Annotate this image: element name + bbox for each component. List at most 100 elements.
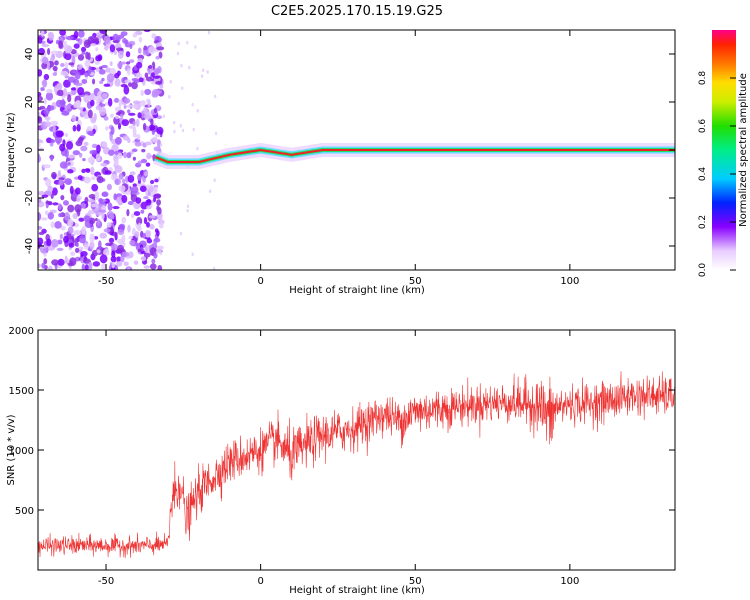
noise-blob	[88, 93, 96, 102]
noise-blob	[58, 179, 64, 186]
noise-blob	[101, 77, 105, 82]
noise-blob	[156, 46, 165, 51]
noise-blob	[58, 203, 62, 211]
noise-blob	[82, 157, 86, 162]
noise-blob	[144, 72, 149, 79]
noise-blob	[120, 254, 125, 263]
noise-blob	[64, 255, 68, 264]
noise-blob	[146, 238, 153, 244]
noise-blob	[132, 104, 139, 109]
noise-blob	[67, 162, 71, 166]
noise-blob	[68, 62, 75, 66]
noise-blob	[117, 122, 122, 130]
noise-blob	[50, 120, 59, 126]
noise-blob	[117, 228, 125, 236]
noise-blob	[55, 130, 64, 138]
noise-blob	[126, 267, 131, 270]
noise-blob	[112, 205, 120, 210]
noise-blob	[158, 51, 163, 59]
noise-blob	[128, 125, 136, 129]
noise-blob	[201, 68, 205, 73]
noise-blob	[68, 76, 76, 83]
x-tick-label: 100	[560, 276, 579, 287]
noise-blob	[42, 56, 49, 64]
noise-blob	[83, 215, 91, 222]
x-tick-label: 0	[257, 276, 263, 287]
noise-blob	[135, 197, 142, 204]
noise-blob	[142, 232, 147, 239]
noise-blob	[172, 120, 176, 125]
noise-blob	[96, 218, 101, 226]
noise-blob	[68, 242, 75, 248]
noise-blob	[140, 158, 148, 164]
noise-blob	[69, 257, 77, 266]
noise-blob	[154, 133, 161, 138]
noise-blob	[74, 187, 81, 195]
noise-blob	[169, 79, 172, 84]
noise-blob	[98, 209, 107, 213]
noise-blob	[56, 247, 64, 252]
noise-blob	[191, 252, 194, 257]
noise-blob	[132, 126, 137, 136]
noise-blob	[96, 144, 101, 154]
noise-blob	[140, 89, 145, 97]
noise-blob	[43, 73, 50, 81]
y-tick-label: -40	[24, 238, 35, 254]
noise-blob	[108, 149, 115, 156]
noise-blob	[146, 205, 152, 210]
noise-blob	[98, 69, 106, 75]
noise-blob	[98, 198, 104, 204]
noise-blob	[118, 185, 126, 192]
noise-blob	[116, 244, 125, 252]
noise-blob	[186, 204, 190, 209]
noise-blob	[99, 30, 108, 34]
noise-blob	[57, 170, 62, 177]
noise-blob	[77, 65, 83, 70]
noise-blob	[130, 213, 135, 219]
noise-blob	[123, 261, 129, 267]
noise-blob	[51, 239, 59, 248]
noise-blob	[77, 246, 84, 251]
noise-blob	[126, 68, 131, 76]
noise-blob	[67, 154, 76, 159]
noise-blob	[51, 259, 59, 266]
noise-blob	[134, 231, 140, 238]
noise-blob	[73, 229, 81, 235]
noise-blob	[38, 231, 45, 236]
snr-frame	[37, 329, 676, 571]
noise-blob	[65, 35, 74, 41]
noise-blob	[101, 92, 108, 99]
noise-blob	[139, 185, 147, 193]
noise-blob	[66, 104, 71, 110]
noise-blob	[114, 78, 121, 87]
noise-blob	[145, 221, 150, 228]
noise-blob	[111, 250, 116, 258]
noise-blob	[154, 80, 163, 85]
noise-blob	[51, 171, 57, 179]
noise-blob	[115, 47, 124, 52]
noise-blob	[67, 226, 74, 234]
noise-blob	[38, 143, 41, 147]
noise-blob	[65, 140, 74, 150]
noise-blob	[127, 251, 134, 259]
noise-blob	[150, 119, 154, 126]
noise-blob	[38, 107, 43, 111]
noise-blob	[70, 251, 76, 257]
noise-blob	[129, 43, 133, 50]
noise-blob	[38, 153, 41, 163]
noise-blob	[200, 74, 204, 78]
noise-blob	[136, 61, 143, 69]
noise-blob	[101, 191, 108, 197]
noise-blob	[156, 205, 160, 211]
snr-y-label: SNR (10 * v/v)	[6, 414, 17, 485]
noise-blob	[110, 255, 117, 263]
noise-blob	[98, 66, 103, 70]
noise-blob	[186, 40, 189, 45]
noise-blob	[90, 176, 96, 181]
noise-blob	[54, 221, 62, 229]
noise-blob	[126, 209, 130, 217]
colorbar-tick-label: 0.0	[698, 263, 708, 278]
noise-blob	[134, 141, 142, 147]
noise-blob	[80, 202, 87, 209]
